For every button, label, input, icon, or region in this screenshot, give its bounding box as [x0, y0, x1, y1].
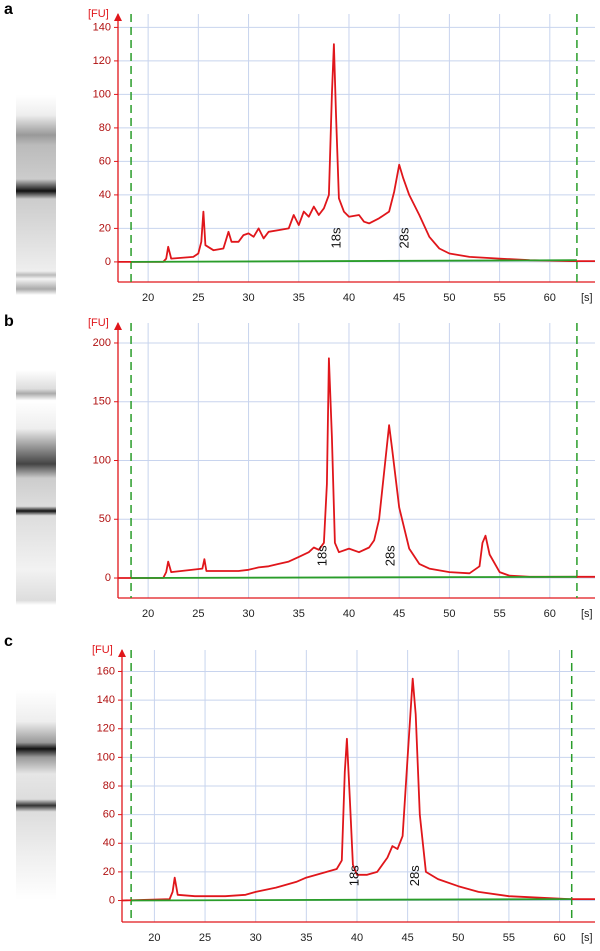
- y-tick-label: 120: [97, 723, 115, 735]
- peak-label: 18s: [328, 227, 343, 248]
- x-tick-label: 40: [343, 292, 355, 304]
- y-tick-label: 0: [105, 256, 111, 268]
- peak-label: 28s: [397, 227, 412, 248]
- y-axis-arrow: [114, 322, 122, 330]
- peak-label: 18s: [346, 865, 361, 886]
- trace-line: [131, 898, 572, 902]
- x-tick-label: 35: [293, 608, 305, 620]
- y-tick-label: 0: [105, 572, 111, 584]
- x-tick-label: 55: [503, 932, 515, 944]
- x-tick-label: 25: [199, 932, 211, 944]
- gel-lane: [16, 95, 56, 295]
- x-tick-label: 60: [544, 292, 556, 304]
- x-tick-label: 35: [300, 932, 312, 944]
- gel-lane: [16, 370, 56, 605]
- y-axis-arrow: [114, 13, 122, 21]
- x-tick-label: 30: [242, 608, 254, 620]
- x-tick-label: 50: [443, 608, 455, 620]
- y-tick-label: 20: [103, 866, 115, 878]
- trace-line: [121, 677, 595, 902]
- trace-line: [131, 259, 577, 263]
- x-tick-label: 25: [192, 608, 204, 620]
- x-tick-label: 50: [452, 932, 464, 944]
- peak-label: 18s: [314, 545, 329, 566]
- y-tick-label: 100: [93, 454, 111, 466]
- y-tick-label: 140: [93, 21, 111, 33]
- x-tick-label: 20: [148, 932, 160, 944]
- x-tick-label: 60: [544, 608, 556, 620]
- y-tick-label: 200: [93, 337, 111, 349]
- y-tick-label: 100: [93, 88, 111, 100]
- y-tick-label: 50: [99, 513, 111, 525]
- panel-letter: b: [4, 313, 14, 330]
- x-tick-label: 45: [393, 292, 405, 304]
- x-tick-label: 20: [142, 292, 154, 304]
- x-tick-label: 40: [351, 932, 363, 944]
- x-tick-label: 25: [192, 292, 204, 304]
- y-tick-label: 60: [99, 155, 111, 167]
- trace-line: [118, 357, 595, 579]
- y-tick-label: 120: [93, 55, 111, 67]
- y-axis-label: [FU]: [92, 644, 113, 656]
- y-axis-label: [FU]: [88, 317, 109, 329]
- trace-line: [118, 43, 595, 263]
- x-tick-label: 55: [493, 608, 505, 620]
- y-tick-label: 40: [99, 189, 111, 201]
- x-tick-label: 30: [250, 932, 262, 944]
- gel-lane: [16, 690, 56, 900]
- y-tick-label: 160: [97, 665, 115, 677]
- x-tick-label: 35: [293, 292, 305, 304]
- x-tick-label: 60: [553, 932, 565, 944]
- y-axis-label: [FU]: [88, 8, 109, 20]
- y-axis-arrow: [118, 649, 126, 657]
- x-tick-label: 45: [401, 932, 413, 944]
- x-axis-label: [s]: [581, 608, 593, 620]
- x-tick-label: 55: [493, 292, 505, 304]
- y-tick-label: 150: [93, 396, 111, 408]
- y-tick-label: 140: [97, 694, 115, 706]
- trace-line: [131, 575, 577, 579]
- x-tick-label: 40: [343, 608, 355, 620]
- x-tick-label: 30: [242, 292, 254, 304]
- panel-letter: a: [4, 1, 13, 18]
- x-axis-label: [s]: [581, 932, 593, 944]
- y-tick-label: 0: [109, 894, 115, 906]
- y-tick-label: 80: [99, 122, 111, 134]
- y-tick-label: 80: [103, 780, 115, 792]
- y-tick-label: 100: [97, 751, 115, 763]
- peak-label: 28s: [407, 865, 422, 886]
- y-tick-label: 40: [103, 837, 115, 849]
- peak-label: 28s: [383, 545, 398, 566]
- y-tick-label: 20: [99, 222, 111, 234]
- x-tick-label: 50: [443, 292, 455, 304]
- panel-letter: c: [4, 633, 13, 650]
- x-tick-label: 45: [393, 608, 405, 620]
- y-tick-label: 60: [103, 809, 115, 821]
- x-tick-label: 20: [142, 608, 154, 620]
- x-axis-label: [s]: [581, 292, 593, 304]
